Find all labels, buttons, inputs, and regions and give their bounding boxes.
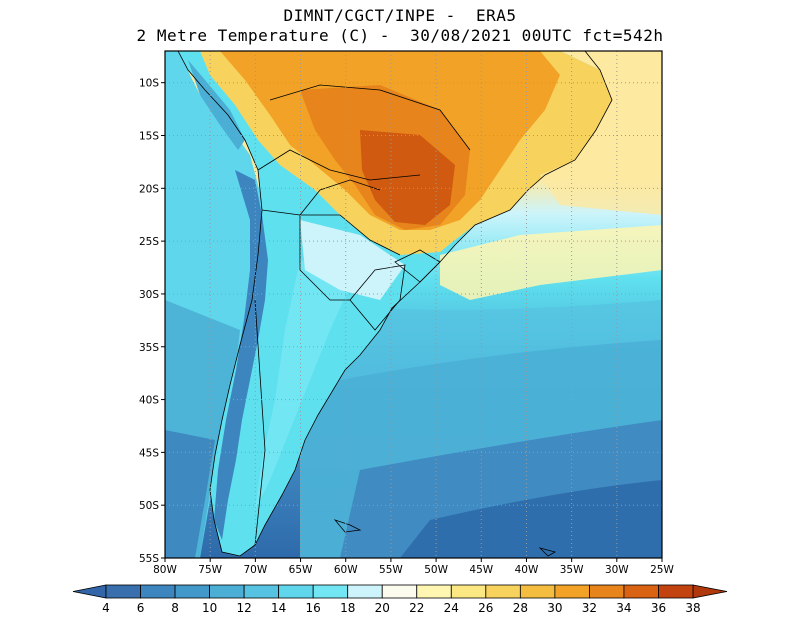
lon-tick-label: 80W [153,564,177,576]
lon-tick-label: 40W [515,564,539,576]
colorbar-swatch [450,584,487,599]
colorbar-swatch [658,584,694,599]
lon-tick-label: 35W [560,564,584,576]
lat-tick-label: 10S [139,78,159,90]
lat-tick-label: 45S [139,447,159,459]
northeast-coast-warm [540,150,662,215]
colorbar-label: 36 [651,601,666,615]
lon-tick-label: 30W [605,564,629,576]
hottest-region [360,130,455,225]
lat-tick-label: 50S [139,500,159,512]
colorbar-swatch [174,584,210,599]
colorbar-label: 20 [375,601,390,615]
lon-tick-label: 25W [650,564,674,576]
longitude-labels: 80W 75W 70W 65W 60W 55W 50W 45W 40W 35W 30W 25W [153,564,674,576]
colorbar-label: 26 [478,601,493,615]
colorbar: 4 6 8 10 12 14 16 18 20 22 24 26 28 30 32 34 36 38 [72,584,728,615]
lat-tick-label: 55S [139,553,159,565]
map-frame [164,50,663,559]
colorbar-swatch [140,584,176,599]
lat-tick-label: 25S [139,236,159,248]
atlantic-band-4 [400,480,662,558]
colorbar-swatch [243,584,280,599]
colorbar-label: 30 [547,601,562,615]
colorbar-swatch [381,584,418,599]
argentina-north [300,220,405,300]
lon-tick-label: 70W [243,564,267,576]
colorbar-swatch [623,584,659,599]
colorbar-label: 12 [236,601,251,615]
colorbar-high-arrow [692,584,728,599]
latitude-labels: 10S 15S 20S 25S 30S 35S 40S 45S 50S 55S [139,78,159,565]
lat-tick-label: 30S [139,289,159,301]
colorbar-swatch [519,584,556,599]
colorbar-swatch [105,584,141,599]
colorbar-swatch [485,584,521,599]
colorbar-label: 38 [685,601,700,615]
map-field [165,51,662,558]
lon-tick-label: 75W [198,564,222,576]
lon-tick-label: 60W [334,564,358,576]
patagonia-interior [255,260,355,510]
grid-lines [165,51,662,558]
lat-tick-label: 20S [139,183,159,195]
title-line-2: 2 Metre Temperature (C) - 30/08/2021 00U… [136,26,664,45]
lon-tick-label: 45W [469,564,493,576]
lon-tick-label: 50W [424,564,448,576]
colorbar-swatch [554,584,590,599]
lat-tick-label: 40S [139,395,159,407]
andes-cold [214,170,268,540]
title-line-1: DIMNT/CGCT/INPE - ERA5 [283,6,517,25]
coastlines [177,51,613,557]
axis-ticks [161,82,663,562]
colorbar-label: 8 [171,601,179,615]
colorbar-label: 28 [513,601,528,615]
colorbar-label: 24 [444,601,459,615]
colorbar-label: 32 [582,601,597,615]
colorbar-label: 34 [616,601,631,615]
colorbar-label: 10 [202,601,217,615]
colorbar-label: 6 [137,601,145,615]
colorbar-low-arrow [72,584,107,599]
colorbar-label: 14 [271,601,286,615]
colorbar-swatch [416,584,452,599]
lon-tick-label: 65W [289,564,313,576]
colorbar-label: 16 [306,601,321,615]
colorbar-swatch [312,584,349,599]
pacific-ocean-south [165,430,215,558]
colorbar-swatch [278,584,314,599]
colorbar-label: 18 [340,601,355,615]
colorbar-swatch [347,584,383,599]
lon-tick-label: 55W [379,564,403,576]
colorbar-label: 22 [409,601,424,615]
lat-tick-label: 15S [139,131,159,143]
lat-tick-label: 35S [139,342,159,354]
colorbar-label: 4 [102,601,110,615]
andes-north-cold [188,60,245,150]
colorbar-swatch [209,584,245,599]
southeast-warm-sea [440,225,662,300]
colorbar-swatch [589,584,625,599]
